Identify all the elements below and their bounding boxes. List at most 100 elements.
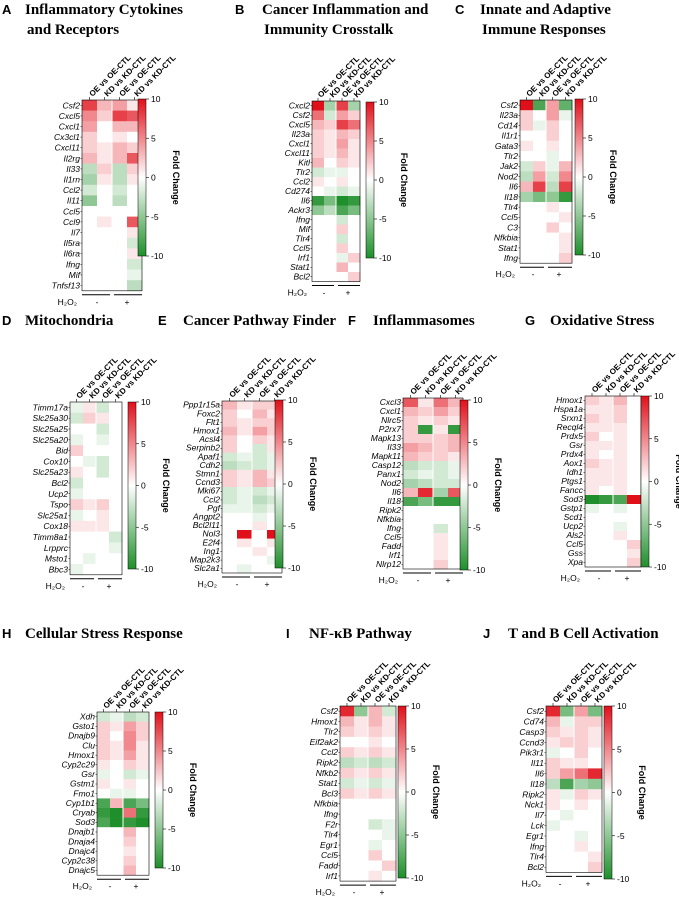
heatmap-cell [546,202,560,213]
gene-label: Slc25a1 [37,510,68,520]
gene-label: Nod2 [498,171,519,181]
heatmap-cell [368,726,383,738]
gene-label: Il11 [67,196,80,206]
heatmap-cell [448,470,464,480]
gene-label: Fmo1 [73,788,95,798]
colorbar-tick-label: 10 [411,701,421,711]
colorbar [137,98,147,257]
gene-label: Ifng [324,809,338,819]
heatmap-cell [252,426,268,436]
panel-label: B [235,2,244,17]
heatmap-cell [222,495,238,505]
gene-label: Timm8a1 [33,532,69,542]
heatmap-cell [324,243,337,254]
heatmap-cell [97,269,113,281]
heatmap-cell [382,757,397,769]
panel-label: E [158,313,167,328]
heatmap-cell [324,139,337,149]
gene-label: Kitl [298,157,311,167]
gene-label: Ifng [504,253,518,263]
colorbar-tick-label: -5 [411,830,419,840]
heatmap-cell [97,259,113,270]
heatmap-cell [585,504,600,514]
group-label-plus: + [265,579,270,589]
gene-label: Cyp2c38 [61,855,95,865]
heatmap-cell [123,798,137,809]
heatmap-cell [109,423,123,435]
panel-title: Oxidative Stress [550,313,654,329]
heatmap-cell [340,757,355,769]
heatmap-cell [348,262,361,273]
treatment-label: H₂O₂ [379,575,398,585]
heatmap-cell [433,443,449,453]
gene-label: Tlr4 [295,233,310,243]
heatmap-cell [520,151,534,162]
heatmap-cell [599,513,614,523]
heatmap-cell [559,130,573,142]
panel-title: NF-κB Pathway [309,626,412,642]
heatmap-cell [312,186,325,197]
gene-label: Ppp1r15a [183,400,220,410]
heatmap-cell [627,513,642,523]
group-label-minus: - [96,297,99,307]
gene-label: Prdx4 [561,449,583,459]
heatmap-cell [627,441,642,451]
heatmap-cell [382,798,397,810]
heatmap-cell [546,820,561,832]
heatmap-cell [382,829,397,841]
heatmap-cell [312,253,325,263]
gene-label: Ripk2 [316,758,338,768]
colorbar-tick-label: 5 [141,439,146,449]
heatmap-cell [574,758,589,769]
heatmap-cell [588,789,603,800]
heatmap-cell [627,522,642,532]
heatmap-frame [69,401,123,576]
heatmap-cell [354,716,369,727]
group-label-minus: - [236,579,239,589]
heatmap-cell [627,459,642,469]
heatmap-cell [599,495,614,505]
heatmap-cell [82,184,98,196]
heatmap-cell [354,706,369,717]
gene-label: Il23a [292,129,311,139]
gene-label: Ing1 [203,546,220,556]
gene-label: Mapk11 [371,451,401,461]
heatmap-cell [585,495,600,505]
heatmap-cell [340,767,355,779]
gene-label: Casp3 [519,727,544,737]
heatmap-cell [627,477,642,487]
heatmap-cell [123,865,137,876]
heatmap-cell [127,163,143,175]
heatmap-cell [588,841,603,852]
heatmap-cell [574,830,589,842]
heatmap-cell [267,469,283,479]
heatmap-cell [588,778,603,790]
group-label-plus: + [125,297,130,307]
heatmap-cell [354,767,369,779]
gene-label: Bcl2l11 [193,520,221,530]
gene-label: E2f4 [203,537,221,547]
heatmap-cell [70,423,84,435]
panel-title: T and B Cell Activation [508,626,659,642]
gene-label: Irf1 [298,252,311,262]
heatmap-cell [418,452,434,462]
heatmap-cell [112,195,128,207]
heatmap-cell [368,716,383,727]
heatmap-cell [613,423,628,433]
heatmap-cell [599,432,614,442]
heatmap-cell [267,487,283,496]
heatmap-cell [403,407,419,417]
treatment-label: H₂O₂ [496,269,515,279]
heatmap-frame [545,705,603,873]
heatmap-cell [267,444,283,453]
heatmap-cell [127,121,143,133]
heatmap-cell [433,533,449,543]
colorbar [154,711,164,869]
heatmap-cell [348,167,361,178]
heatmap-cell [627,468,642,478]
heatmap-cell [574,778,589,790]
heatmap-cell [348,129,361,140]
heatmap-cell [237,538,253,548]
heatmap-cell [340,809,355,820]
